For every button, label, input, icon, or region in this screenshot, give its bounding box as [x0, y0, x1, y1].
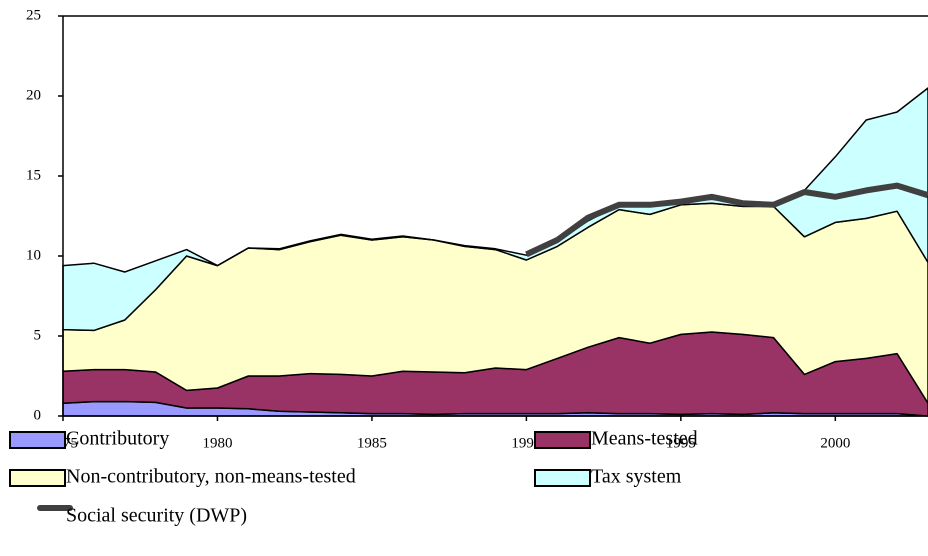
y-tick-label: 0: [34, 407, 42, 423]
legend-label: Non-contributory, non-means-tested: [66, 466, 356, 488]
y-tick-label: 15: [26, 167, 41, 183]
y-tick-label: 25: [26, 7, 41, 23]
area: [62, 87, 928, 332]
x-tick-label: 2000: [820, 435, 850, 451]
y-tick-label: 20: [26, 87, 41, 103]
y-tick-label: 10: [26, 247, 41, 263]
legend-swatch: [9, 431, 66, 449]
legend-label: Contributory: [66, 428, 169, 450]
legend-swatch: [534, 431, 591, 449]
legend-swatch: [9, 469, 66, 487]
line: [525, 182, 928, 258]
x-tick-label: 1980: [202, 435, 232, 451]
x-tick-label: 1990: [511, 435, 541, 451]
legend-label: Tax system: [591, 466, 682, 488]
legend-label: Means-tested: [591, 428, 698, 450]
x-tick-label: 1995: [666, 435, 696, 451]
x-tick-label: 1985: [357, 435, 387, 451]
legend-swatch: [534, 469, 591, 487]
legend-label: Social security (DWP): [66, 505, 247, 527]
y-tick-label: 5: [34, 327, 42, 343]
